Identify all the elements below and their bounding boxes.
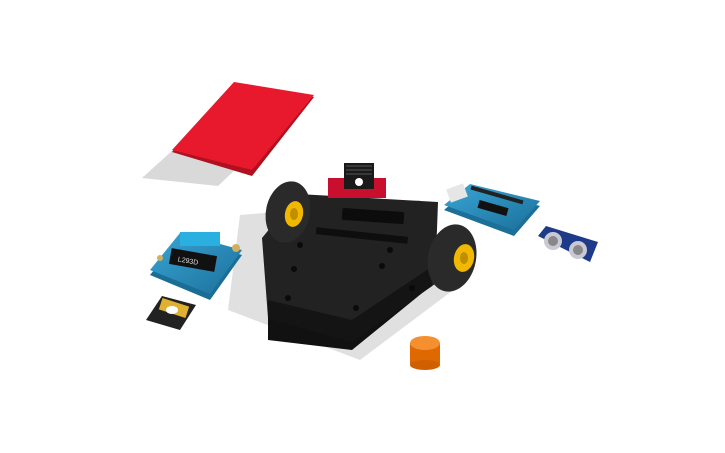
battery-holder[interactable]: [146, 296, 196, 330]
screw-hole: [379, 263, 385, 269]
screw-hole: [291, 266, 297, 272]
screw-hole: [353, 305, 359, 311]
shield-terminal: [180, 232, 220, 246]
screw-hole: [285, 295, 291, 301]
voltage-regulator[interactable]: [328, 163, 386, 198]
screw-hole: [409, 285, 415, 291]
screw-hole: [297, 242, 303, 248]
screw-hole: [387, 247, 393, 253]
ultrasonic-sensor[interactable]: [538, 226, 598, 262]
orange-cylinder[interactable]: [410, 336, 440, 370]
motor-shield[interactable]: L293D: [150, 232, 242, 300]
cylinder-top: [410, 336, 440, 350]
regulator-hole: [355, 178, 363, 186]
red-plate[interactable]: [142, 82, 314, 186]
